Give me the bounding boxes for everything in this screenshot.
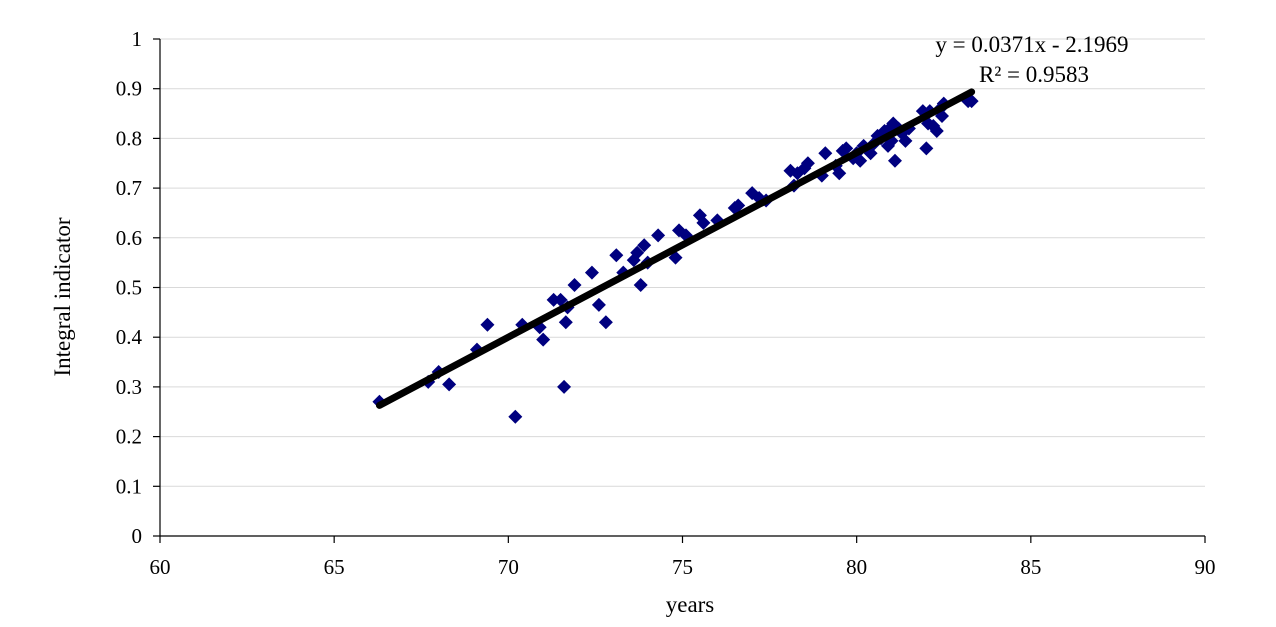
data-point [591,297,606,312]
grid-lines [160,38,1205,487]
data-point [633,278,648,293]
y-tick-label: 0.6 [116,226,142,250]
y-axis-title: Integral indicator [50,217,75,376]
data-point [598,315,613,330]
data-point [567,278,582,293]
y-tick-label: 0.1 [116,474,142,498]
data-point [637,238,652,253]
data-point [651,228,666,243]
x-tick-label: 70 [498,555,519,579]
x-tick-labels: 60 65 70 75 80 85 90 [150,555,1216,579]
data-point [584,265,599,280]
y-tick-label: 0.8 [116,126,142,150]
data-point [696,215,711,230]
y-tick-label: 1 [132,27,143,51]
data-point [853,153,868,168]
trendline-equation: y = 0.0371x - 2.1969 [935,32,1128,57]
y-tick-labels: 0 0.1 0.2 0.3 0.4 0.5 0.6 0.7 0.8 0.9 1 [116,27,143,548]
axes [153,38,1206,543]
data-point [630,245,645,260]
y-tick-label: 0.2 [116,425,142,449]
y-tick-label: 0.9 [116,77,142,101]
data-point [442,377,457,392]
x-tick-label: 90 [1195,555,1216,579]
x-tick-label: 75 [672,555,693,579]
trendline [375,88,976,409]
data-point [919,141,934,156]
y-tick-label: 0.3 [116,375,142,399]
y-tick-label: 0 [132,524,143,548]
y-tick-label: 0.5 [116,276,142,300]
data-point [887,153,902,168]
data-point [926,118,941,133]
y-tick-label: 0.4 [116,325,143,349]
y-tick-label: 0.7 [116,176,142,200]
data-point [839,141,854,156]
x-axis-title: years [666,592,715,617]
data-point [832,166,847,181]
x-tick-label: 85 [1020,555,1041,579]
data-point [557,379,572,394]
r-squared-label: R² = 0.9583 [979,62,1089,87]
x-tick-label: 80 [846,555,867,579]
data-point [898,133,913,148]
data-point [609,248,624,263]
data-point [536,332,551,347]
data-point [480,317,495,332]
data-point [929,123,944,138]
data-point [558,315,573,330]
x-tick-label: 65 [324,555,345,579]
data-point [508,409,523,424]
data-point [818,146,833,161]
data-point [553,292,568,307]
x-tick-label: 60 [150,555,171,579]
data-point [800,156,815,171]
data-points [372,94,979,424]
data-point [886,116,901,131]
trendline-layer [375,88,976,409]
data-point [731,198,746,213]
